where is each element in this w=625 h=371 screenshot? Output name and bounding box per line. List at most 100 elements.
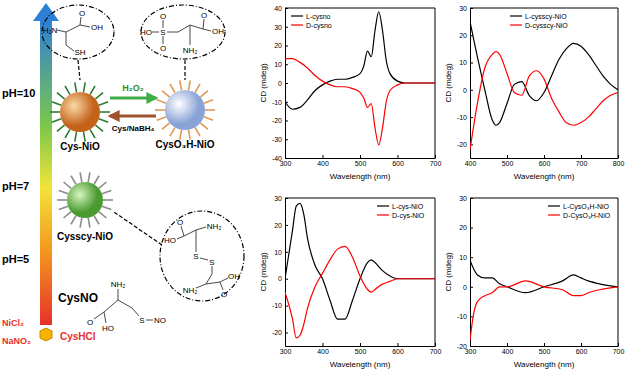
tick: -10 xyxy=(457,313,473,320)
atom: S xyxy=(139,316,144,325)
tick: 10 xyxy=(274,249,288,256)
bond xyxy=(66,45,74,51)
ligand xyxy=(80,218,82,228)
ligand xyxy=(50,111,60,113)
tick: 500 xyxy=(355,155,367,167)
tick-label: -20 xyxy=(457,343,467,350)
atom: HO xyxy=(140,28,152,37)
plot-area xyxy=(470,260,618,340)
molecule-frame xyxy=(42,5,114,59)
tick: -10 xyxy=(272,302,288,309)
atom: S xyxy=(209,258,214,267)
y-axis-title: CD (mdeg) xyxy=(444,252,453,291)
atom: OH xyxy=(91,23,103,32)
bond xyxy=(57,30,66,32)
ligand xyxy=(180,80,182,90)
tick-mark xyxy=(470,90,473,91)
tick: 0 xyxy=(278,80,288,87)
tick: 400 xyxy=(317,155,329,167)
tick-mark xyxy=(470,228,473,229)
tick: 400 xyxy=(502,343,514,355)
axis-line xyxy=(470,9,471,159)
ligand xyxy=(64,212,72,218)
legend-label: D-cysscy-NiO xyxy=(525,22,568,30)
bond xyxy=(190,25,203,29)
ligand xyxy=(52,119,61,122)
tick-label: 0 xyxy=(463,284,467,291)
reaction-label: H₂O₂ xyxy=(122,83,144,93)
bond xyxy=(206,274,212,284)
tick: -20 xyxy=(457,343,473,350)
atom: OH xyxy=(212,27,224,36)
arrow xyxy=(110,115,156,118)
x-axis: 300400500600700 xyxy=(280,343,442,355)
tick-label: 600 xyxy=(576,348,588,355)
tick: 600 xyxy=(392,155,404,167)
y-axis-title: CD (mdeg) xyxy=(259,63,268,102)
tick: 700 xyxy=(430,343,442,355)
atom: HO xyxy=(102,324,114,333)
tick: 30 xyxy=(274,23,288,30)
ligand xyxy=(94,216,99,225)
legend-label: L-cysscy-NiO xyxy=(525,13,567,21)
tick-label: 40 xyxy=(274,5,282,12)
ligand xyxy=(103,199,113,201)
atom: O xyxy=(160,44,166,53)
molecule-arrow xyxy=(78,60,80,80)
ph-arrowhead xyxy=(33,3,59,21)
atom: NH₂ xyxy=(207,222,222,231)
tick-label: 500 xyxy=(355,160,367,167)
chart: 400500600700800-20-100102030Wavelength (… xyxy=(444,5,624,181)
tick-label: -10 xyxy=(272,98,282,105)
ph-label: pH=7 xyxy=(2,180,29,192)
tick: 700 xyxy=(576,155,588,167)
tick-label: 20 xyxy=(274,42,282,49)
tick-label: -10 xyxy=(457,114,467,121)
tick: 10 xyxy=(274,61,288,68)
ligand xyxy=(195,127,200,136)
ligand xyxy=(57,125,65,131)
plot-area xyxy=(285,12,435,145)
series-line xyxy=(285,12,435,110)
figure: pH=10pH=7pH=5NiCl₂NaNO₂CysHClCys-NiOCysO… xyxy=(0,0,625,371)
ligand xyxy=(200,123,208,129)
tick: 600 xyxy=(539,155,551,167)
tick-label: 10 xyxy=(274,249,282,256)
atom: O xyxy=(160,12,166,21)
tick-label: -10 xyxy=(457,313,467,320)
molecule-label: CysNO xyxy=(58,291,98,305)
bond xyxy=(104,300,118,312)
bond xyxy=(196,227,206,230)
particle-label: CysO₃H-NiO xyxy=(155,139,214,150)
ligand xyxy=(204,117,213,120)
tick-label: 700 xyxy=(430,348,442,355)
ligand xyxy=(80,172,82,182)
x-axis-title: Wavelength (nm) xyxy=(330,172,391,181)
legend-swatch xyxy=(291,15,303,16)
tick-mark xyxy=(285,46,288,47)
frame xyxy=(285,8,435,9)
tick-label: 0 xyxy=(463,87,467,94)
frame xyxy=(435,198,436,346)
ligand xyxy=(162,123,170,129)
atom: O xyxy=(201,11,207,20)
bond xyxy=(66,32,67,45)
bond xyxy=(104,312,106,323)
bond xyxy=(152,32,159,33)
bond xyxy=(177,236,184,239)
legend-swatch xyxy=(510,24,522,25)
atom: HO xyxy=(164,236,176,245)
chart: 300400500600700-20-100102030Wavelength (… xyxy=(259,195,441,369)
tick-label: 500 xyxy=(355,348,367,355)
atom: NO xyxy=(154,316,166,325)
ligand xyxy=(71,176,76,185)
tick-mark xyxy=(285,158,288,159)
y-axis: -20-100102030 xyxy=(272,195,288,347)
tick-label: 10 xyxy=(459,59,467,66)
bond xyxy=(203,29,211,31)
reagent: CysHCl xyxy=(60,331,96,342)
reagent-icon xyxy=(40,328,52,341)
series-line xyxy=(470,52,618,150)
legend-label: D-CysO₃H-NiO xyxy=(563,212,611,220)
tick-mark xyxy=(544,155,545,158)
